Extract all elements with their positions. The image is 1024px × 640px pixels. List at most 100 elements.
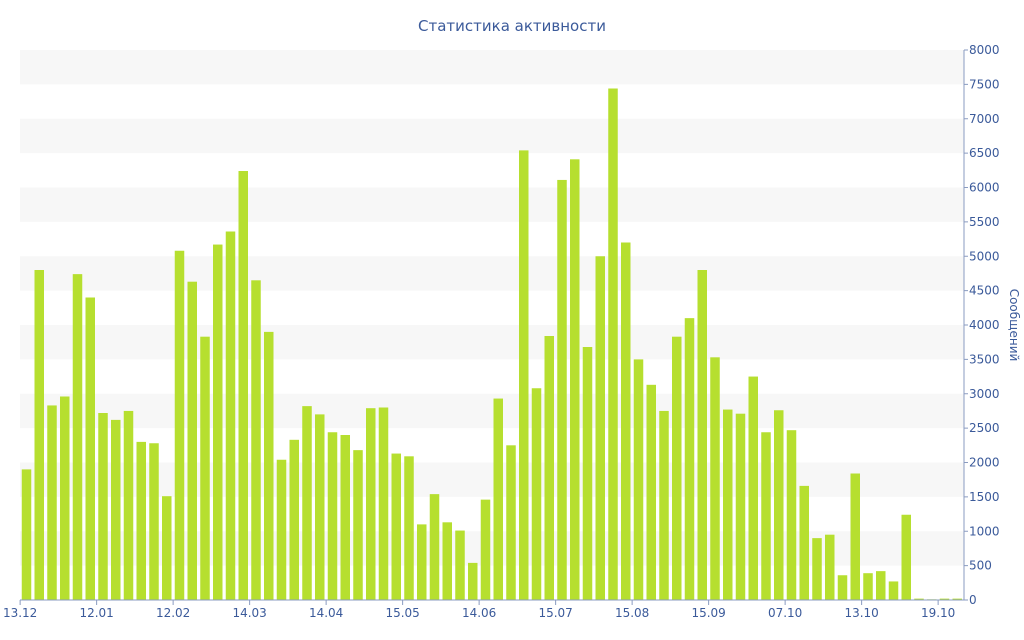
x-tick-label: 14.04 [309, 606, 343, 620]
bar[interactable] [429, 494, 440, 601]
bar[interactable] [621, 242, 631, 601]
bar[interactable] [735, 413, 746, 600]
grid-band [20, 256, 964, 291]
bar[interactable] [302, 406, 312, 601]
bar[interactable] [366, 408, 376, 600]
grid-band [20, 393, 964, 429]
x-tick-label: 12.02 [156, 606, 190, 620]
bar[interactable] [939, 598, 950, 601]
bar[interactable] [238, 171, 249, 600]
x-tick-label: 19.10 [921, 606, 955, 620]
bar[interactable] [85, 297, 96, 601]
bar[interactable] [468, 562, 478, 601]
bar[interactable] [327, 432, 338, 600]
bar[interactable] [519, 150, 529, 601]
bar[interactable] [914, 598, 924, 601]
bar[interactable] [136, 441, 147, 601]
bar[interactable] [21, 469, 32, 601]
bar[interactable] [582, 347, 593, 600]
bar[interactable] [251, 280, 261, 600]
bar[interactable] [952, 598, 963, 601]
bar[interactable] [162, 496, 172, 600]
bar[interactable] [633, 359, 644, 601]
bar[interactable] [825, 534, 835, 600]
bar[interactable] [697, 270, 708, 600]
bar[interactable] [47, 405, 57, 600]
bar[interactable] [149, 443, 159, 600]
bar[interactable] [111, 419, 121, 601]
x-tick-label: 13.10 [844, 606, 878, 620]
y-axis-title: Сообщений [1007, 289, 1021, 362]
y-tick-label: 1500 [969, 490, 1000, 504]
bar[interactable] [480, 499, 491, 601]
grid-band [20, 531, 964, 566]
y-tick-label: 6000 [969, 181, 1000, 195]
x-tick-label: 12.01 [79, 606, 113, 620]
bar[interactable] [404, 456, 414, 600]
bar[interactable] [557, 179, 567, 600]
bar[interactable] [276, 459, 287, 600]
bar[interactable] [761, 432, 771, 600]
bar[interactable] [723, 409, 733, 600]
x-tick-label: 15.09 [691, 606, 725, 620]
bar[interactable] [646, 384, 657, 600]
x-tick-label: 15.07 [538, 606, 572, 620]
bar[interactable] [455, 530, 465, 600]
bar[interactable] [187, 281, 198, 600]
bar[interactable] [774, 410, 784, 600]
bar[interactable] [544, 336, 555, 600]
bar[interactable] [850, 473, 861, 601]
bar[interactable] [659, 410, 669, 600]
bar[interactable] [340, 435, 351, 600]
bar[interactable] [837, 575, 848, 600]
bar[interactable] [378, 407, 389, 601]
bar[interactable] [442, 522, 453, 600]
bar[interactable] [799, 485, 810, 601]
x-ticks: 13.12 12.01 12.02 14.03 14.04 15.05 14.06 15.07… [3, 600, 955, 620]
y-tick-label: 2500 [969, 421, 1000, 435]
grid-band [20, 325, 964, 360]
bar[interactable] [531, 388, 542, 600]
bar[interactable] [353, 450, 363, 601]
bar[interactable] [493, 398, 504, 600]
bar[interactable] [264, 331, 274, 601]
bar[interactable] [213, 244, 223, 600]
bar[interactable] [901, 514, 912, 600]
bar[interactable] [812, 538, 822, 601]
bar[interactable] [863, 573, 873, 600]
y-tick-label: 6500 [969, 146, 1000, 160]
bar[interactable] [315, 414, 325, 601]
chart-title: Статистика активности [418, 17, 606, 35]
bar[interactable] [123, 410, 134, 600]
y-tick-label: 4000 [969, 318, 1000, 332]
y-tick-label: 8000 [969, 43, 1000, 57]
y-tick-label: 7000 [969, 112, 1000, 126]
bar[interactable] [391, 453, 402, 600]
bar[interactable] [608, 88, 618, 601]
bar[interactable] [570, 159, 580, 600]
bar[interactable] [786, 430, 797, 600]
y-ticks: 0 500 1000 1500 2000 2500 3000 3500 4000 4500 5000… [964, 43, 1000, 607]
bar[interactable] [200, 336, 210, 600]
grid-band [20, 462, 964, 497]
y-tick-label: 7500 [969, 77, 1000, 91]
bar[interactable] [174, 250, 185, 600]
bar[interactable] [506, 445, 516, 600]
bar[interactable] [60, 396, 70, 601]
bar[interactable] [225, 231, 236, 601]
bar[interactable] [417, 524, 427, 601]
bar[interactable] [876, 571, 886, 601]
bar[interactable] [710, 357, 720, 600]
bar[interactable] [72, 274, 83, 601]
y-tick-label: 0 [969, 593, 977, 607]
grid-band [20, 187, 964, 222]
bar[interactable] [888, 581, 899, 600]
bar[interactable] [684, 318, 695, 601]
bar[interactable] [34, 270, 45, 600]
bar[interactable] [595, 256, 606, 600]
bar[interactable] [98, 413, 108, 600]
bar[interactable] [748, 376, 759, 600]
bar[interactable] [289, 439, 300, 600]
bar[interactable] [672, 336, 682, 600]
